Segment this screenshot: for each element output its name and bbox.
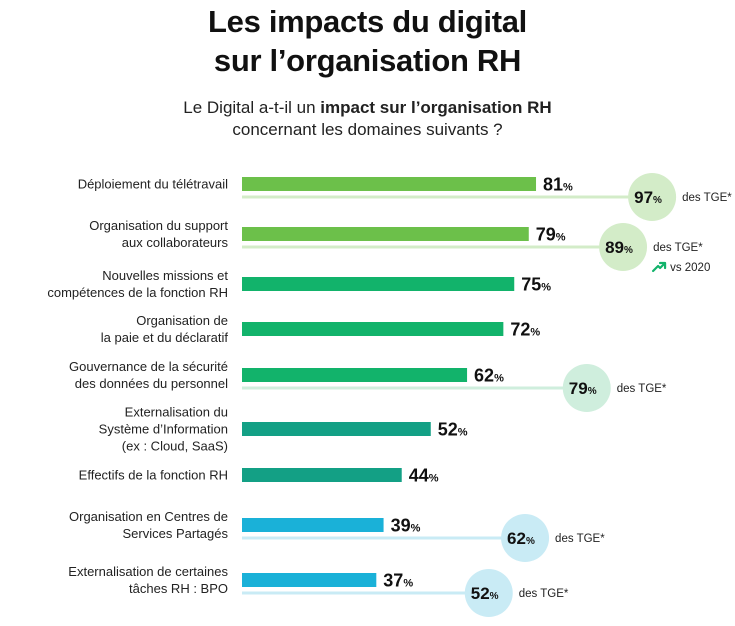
comparison-label: des TGE* [682,192,732,204]
category-label: Nouvelles missions et [102,268,228,283]
bar-value-label: 44% [409,466,439,486]
category-label: Organisation de [136,313,228,328]
comparison-label: des TGE* [617,383,667,395]
chart-title-line-1: Les impacts du digital [208,4,527,39]
trend-up-icon [651,262,666,273]
category-label: des données du personnel [75,376,228,391]
bar [242,422,431,436]
comparison-value-label: 89% [605,238,633,257]
comparison-value-label: 62% [507,529,535,548]
category-label: compétences de la fonction RH [47,285,228,300]
category-label: Services Partagés [123,526,229,541]
category-label: Externalisation de certaines [68,564,228,579]
category-label: aux collaborateurs [122,235,229,250]
bar [242,468,402,482]
trend-up-arrowhead-icon [658,261,667,270]
category-label: Organisation en Centres de [69,509,228,524]
category-label: Déploiement du télétravail [78,177,228,192]
comparison-circle [464,569,513,617]
bar-value-label: 52% [438,420,468,440]
chart-title: Les impacts du digital sur l’organisatio… [0,2,735,80]
bar-value-label: 39% [391,516,421,536]
comparison-circle [562,364,611,412]
trend-label: vs 2020 [670,262,710,274]
category-label: Organisation du support [89,218,228,233]
category-label: Gouvernance de la sécurité [69,359,228,374]
bar [242,518,384,532]
bar-value-label: 62% [474,366,504,386]
subtitle-line-2: concernant les domaines suivants ? [232,120,503,139]
subtitle-bold-text: impact sur l’organisation RH [320,98,552,117]
chart-subtitle: Le Digital a-t-il un impact sur l’organi… [0,97,735,141]
bar [242,322,504,336]
comparison-circle [501,514,550,562]
comparison-value-label: 52% [471,584,499,603]
bar-value-label: 81% [543,175,573,195]
comparison-circle [599,223,648,271]
bar-value-label: 79% [536,225,566,245]
bar-value-label: 37% [383,571,413,591]
bar [242,277,515,291]
bar-value-label: 75% [521,275,551,295]
category-label: Effectifs de la fonction RH [79,468,228,483]
bar [242,177,537,191]
comparison-label: des TGE* [555,533,605,545]
category-label: la paie et du déclaratif [101,330,229,345]
comparison-label: des TGE* [653,242,703,254]
category-label: tâches RH : BPO [129,581,228,596]
bar-value-label: 72% [510,320,540,340]
category-label: Externalisation du [125,405,228,420]
comparison-value-label: 79% [569,379,597,398]
subtitle-text: Le Digital a-t-il un [183,98,321,117]
bar [242,573,377,587]
chart-title-line-2: sur l’organisation RH [213,43,522,78]
comparison-value-label: 97% [634,188,662,207]
category-label: Système d’Information [99,422,228,437]
comparison-circle [628,173,677,221]
comparison-label: des TGE* [519,588,569,600]
category-label: (ex : Cloud, SaaS) [122,439,228,454]
bar [242,368,468,382]
bar [242,227,529,241]
